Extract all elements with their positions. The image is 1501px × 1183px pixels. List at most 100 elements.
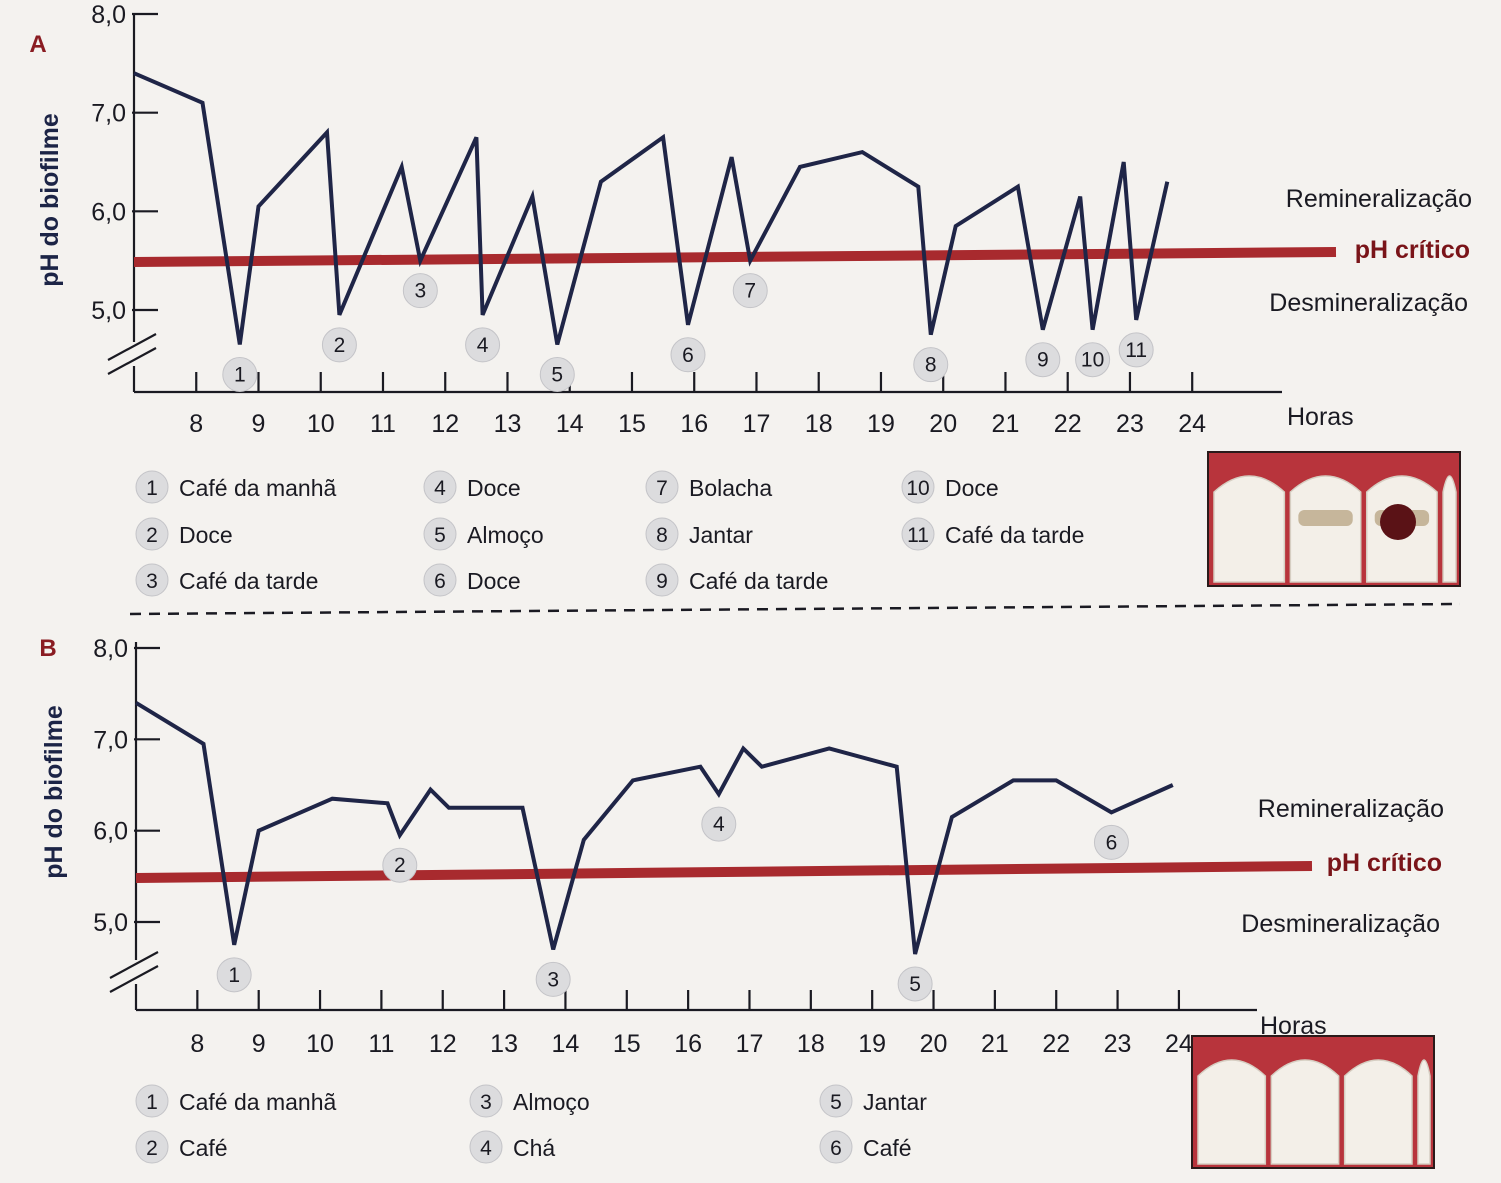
panel-a-xtick-label: 18 [805,410,833,438]
panel-b-legend-item-4: 4 Chá [469,1130,555,1164]
tooth [1213,475,1286,583]
tooth [1417,1059,1431,1165]
event-marker-circle [539,357,575,393]
legend-label: Chá [513,1135,555,1161]
legend-number-circle [135,563,169,597]
panel-a-ytick-label: 8,0 [91,1,126,29]
panel-a-event-marker-2: 2 [321,327,357,363]
legend-number-circle [901,470,935,504]
panel-a-xtick-label: 23 [1116,410,1144,438]
legend-label: Doce [179,522,233,548]
legend-number: 1 [146,477,158,500]
event-marker-number: 3 [414,280,426,303]
legend-number-circle [645,517,679,551]
panel-a-teeth-illustration [1207,451,1461,587]
event-marker-circle [1075,342,1111,378]
panel-b-xtick-label: 13 [490,1030,518,1058]
event-marker-circle [1025,342,1061,378]
event-marker-circle [321,327,357,363]
panel-b-xtick-label: 10 [306,1030,334,1058]
panel-a-event-marker-1: 1 [222,357,258,393]
legend-number: 10 [906,477,929,500]
panel-a-xtick-label: 22 [1054,410,1082,438]
panel-b-xtick-label: 11 [368,1030,394,1058]
panel-a-xtick-label: 17 [743,410,771,438]
event-marker-circle [670,337,706,373]
tooth-stain [1298,510,1353,526]
panel-b-xtick-label: 18 [797,1030,825,1058]
legend-label: Jantar [689,522,753,548]
panel-b-event-marker-6: 6 [1093,824,1129,860]
panel-a-xtick-label: 12 [431,410,459,438]
panel-b-axis-break-1 [109,951,159,979]
legend-number-circle [469,1130,503,1164]
panel-b-xtick-label: 15 [613,1030,641,1058]
panel-a-xtick-label: 11 [370,410,396,438]
panel-b-xtick-label: 23 [1104,1030,1132,1058]
panel-a-legend-item-8: 8 Jantar [645,517,753,551]
panel-a-legend-item-4: 4 Doce [423,470,521,504]
event-marker-circle [465,327,501,363]
tooth [1343,1059,1413,1165]
panel-b-xtick-label: 14 [552,1030,580,1058]
event-marker-number: 5 [909,973,921,996]
panel-b-event-marker-2: 2 [382,847,418,883]
panel-b-legend-item-1: 1 Café da manhã [135,1084,336,1118]
panel-b-axis-break-2 [109,965,159,993]
event-marker-number: 5 [551,364,563,387]
legend-label: Café [179,1135,228,1161]
panel-a-x-axis-label: Horas [1287,403,1354,431]
panel-separator [129,602,1461,616]
panel-a-legend-item-2: 2 Doce [135,517,233,551]
event-marker-number: 4 [477,334,489,357]
panel-a-xtick-label: 13 [494,410,522,438]
panel-b-ytick-label: 5,0 [93,909,128,937]
legend-label: Almoço [513,1089,590,1115]
legend-number-circle [423,517,457,551]
panel-a-critical-ph-line [133,247,1337,267]
legend-label: Doce [467,475,521,501]
panel-a-event-marker-4: 4 [465,327,501,363]
legend-label: Jantar [863,1089,927,1115]
panel-b-xtick-label: 21 [981,1030,1009,1058]
panel-b-zone-remineralization: Remineralização [1258,795,1444,823]
event-marker-circle [216,957,252,993]
panel-b-xtick-label: 16 [674,1030,702,1058]
legend-label: Café da manhã [179,1089,336,1115]
event-marker-circle [701,806,737,842]
panel-a-legend-item-9: 9 Café da tarde [645,563,828,597]
legend-number: 2 [146,1137,158,1160]
event-marker-number: 8 [925,354,937,377]
event-marker-circle [897,966,933,1002]
panel-a-axis-break-2 [107,347,157,375]
legend-number-circle [135,1084,169,1118]
event-marker-number: 11 [1125,339,1147,362]
panel-b-xtick-label: 22 [1042,1030,1070,1058]
panel-a-critical-ph-label: pH crítico [1355,236,1470,264]
panel-b-letter: B [39,635,56,662]
panel-b-xtick-label: 17 [736,1030,764,1058]
caries-lesion [1380,504,1416,540]
panel-a-ph-series-line [133,71,1170,346]
event-marker-number: 1 [228,964,240,987]
panel-a-y-axis-label: pH do biofilme [36,113,64,287]
legend-number: 11 [907,524,929,547]
panel-b-legend-item-6: 6 Café [819,1130,912,1164]
legend-number-circle [135,517,169,551]
legend-number-circle [645,563,679,597]
legend-label: Café da manhã [179,475,336,501]
legend-label: Café da tarde [945,522,1084,548]
event-marker-number: 4 [713,813,725,836]
legend-number: 5 [830,1091,842,1114]
legend-number-circle [135,1130,169,1164]
panel-a-event-marker-6: 6 [670,337,706,373]
panel-b-ytick-label: 6,0 [93,818,128,846]
panel-b-ph-series-line [134,701,1174,955]
panel-a-legend-item-10: 10 Doce [901,470,999,504]
legend-label: Bolacha [689,475,772,501]
legend-label: Almoço [467,522,544,548]
